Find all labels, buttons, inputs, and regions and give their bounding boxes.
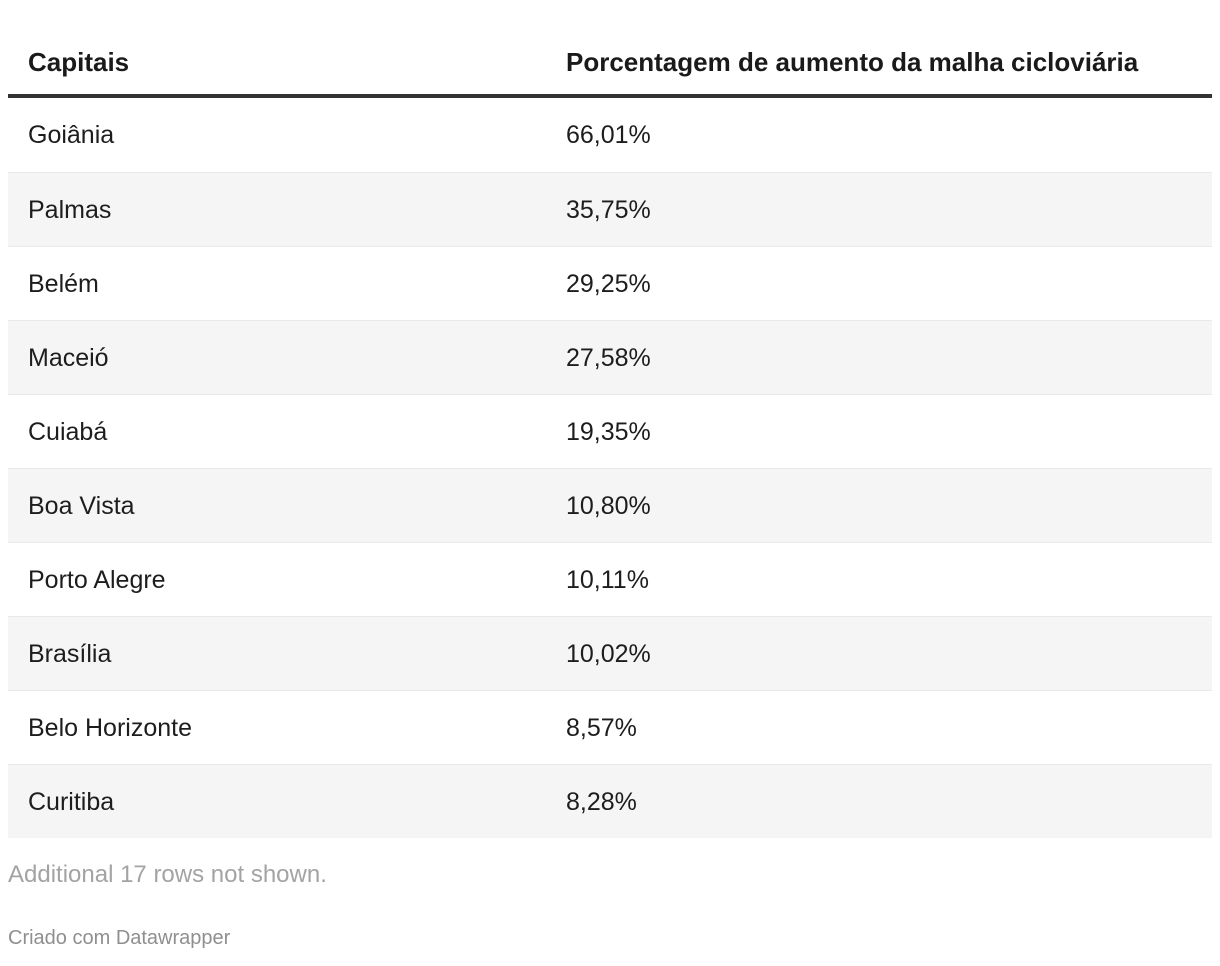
datawrapper-attribution-link[interactable]: Criado com Datawrapper	[8, 927, 231, 949]
capital-cell: Belém	[8, 246, 546, 320]
value-cell: 35,75%	[546, 172, 1212, 246]
value-cell: 29,25%	[546, 246, 1212, 320]
header-row: Capitais Porcentagem de aumento da malha…	[8, 0, 1212, 98]
value-cell: 10,80%	[546, 468, 1212, 542]
table-row: Maceió 27,58%	[8, 320, 1212, 394]
table-header: Capitais Porcentagem de aumento da malha…	[8, 0, 1212, 98]
table-row: Curitiba 8,28%	[8, 764, 1212, 838]
capital-cell: Belo Horizonte	[8, 690, 546, 764]
capital-cell: Porto Alegre	[8, 542, 546, 616]
capital-cell: Goiânia	[28, 121, 115, 149]
value-cell: 66,01%	[566, 121, 651, 149]
capital-cell: Maceió	[8, 320, 546, 394]
data-table: Capitais Porcentagem de aumento da malha…	[8, 0, 1212, 838]
table-body: Goiânia 66,01% Palmas 35,75% Belém 29,25…	[8, 98, 1212, 838]
capital-cell: Cuiabá	[8, 394, 546, 468]
table-row: Brasília 10,02%	[8, 616, 1212, 690]
value-cell: 19,35%	[546, 394, 1212, 468]
capital-cell: Brasília	[8, 616, 546, 690]
value-cell: 8,57%	[546, 690, 1212, 764]
table-row: Boa Vista 10,80%	[8, 468, 1212, 542]
table-row: Goiânia 66,01%	[8, 98, 1212, 172]
table-row: Porto Alegre 10,11%	[8, 542, 1212, 616]
table-row: Cuiabá 19,35%	[8, 394, 1212, 468]
value-cell: 27,58%	[546, 320, 1212, 394]
value-cell: 10,11%	[546, 542, 1212, 616]
column-header-porcentagem: Porcentagem de aumento da malha cicloviá…	[546, 0, 1212, 98]
capital-cell: Palmas	[8, 172, 546, 246]
value-cell: 8,28%	[546, 764, 1212, 838]
capital-cell: Curitiba	[8, 764, 546, 838]
value-cell: 10,02%	[546, 616, 1212, 690]
rows-not-shown-note: Additional 17 rows not shown.	[8, 861, 327, 888]
table-row: Belém 29,25%	[8, 246, 1212, 320]
column-header-capitais: Capitais	[8, 0, 546, 98]
table-row: Palmas 35,75%	[8, 172, 1212, 246]
table-row: Belo Horizonte 8,57%	[8, 690, 1212, 764]
capital-cell: Boa Vista	[8, 468, 546, 542]
